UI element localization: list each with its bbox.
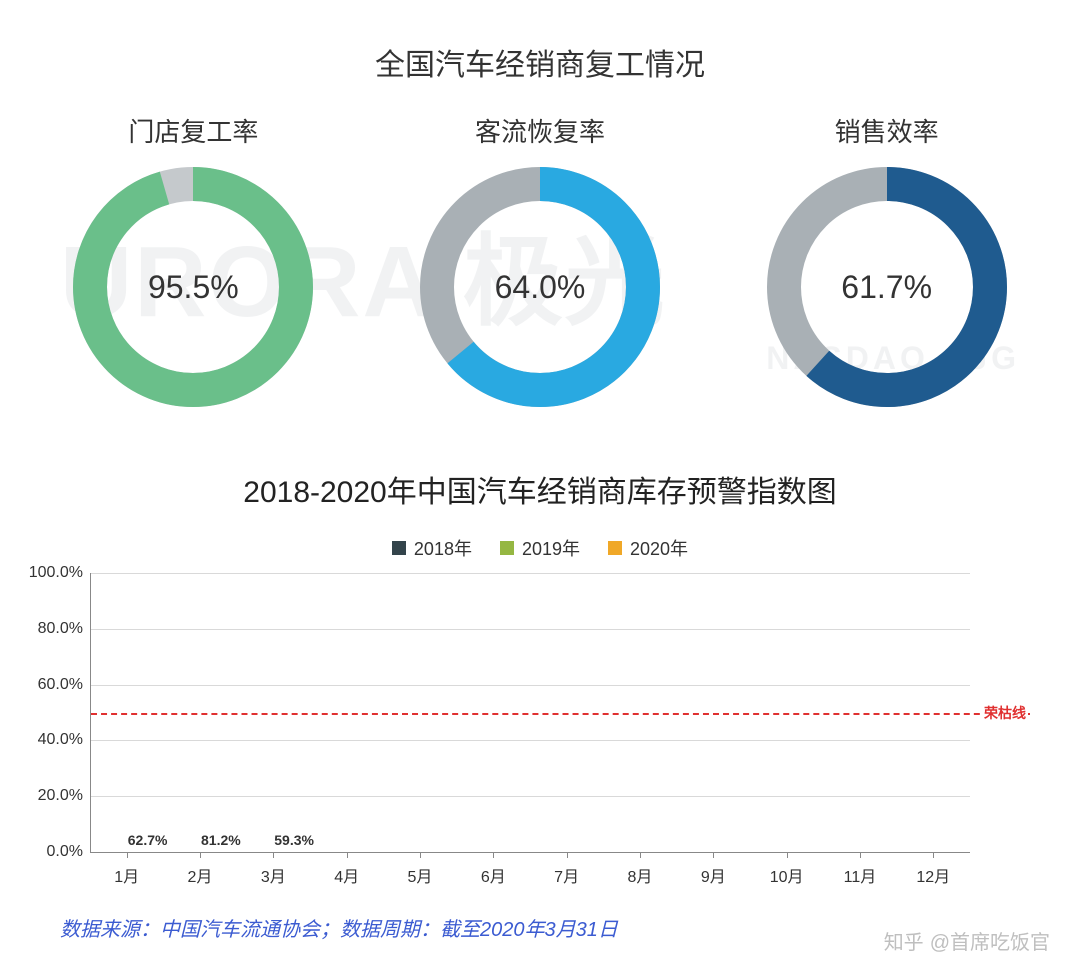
donut-1: 客流恢复率 64.0%	[377, 112, 704, 407]
legend-label: 2018年	[414, 535, 472, 561]
donut-ring: 64.0%	[420, 167, 660, 407]
donut-label: 门店复工率	[30, 112, 357, 149]
x-tick	[787, 852, 788, 858]
legend-label: 2020年	[630, 535, 688, 561]
y-tick-label: 20.0%	[38, 787, 91, 805]
legend-item: 2020年	[608, 535, 688, 561]
x-tick-label: 2月	[163, 853, 236, 893]
x-tick-label: 11月	[823, 853, 896, 893]
x-tick-label: 4月	[310, 853, 383, 893]
donut-value: 95.5%	[73, 167, 313, 407]
donut-label: 销售效率	[723, 112, 1050, 149]
x-tick-label: 1月	[90, 853, 163, 893]
x-tick-label: 6月	[457, 853, 530, 893]
y-tick-label: 60.0%	[38, 676, 91, 694]
donut-label: 客流恢复率	[377, 112, 704, 149]
bar-value-label: 59.3%	[274, 832, 314, 848]
x-tick	[200, 852, 201, 858]
legend-swatch	[500, 541, 514, 555]
legend-item: 2019年	[500, 535, 580, 561]
legend-label: 2019年	[522, 535, 580, 561]
legend-item: 2018年	[392, 535, 472, 561]
donut-ring: 95.5%	[73, 167, 313, 407]
y-tick-label: 0.0%	[47, 843, 91, 861]
y-tick-label: 80.0%	[38, 620, 91, 638]
donut-0: 门店复工率 95.5%	[30, 112, 357, 407]
donut-2: 销售效率 61.7%	[723, 112, 1050, 407]
donut-row: 门店复工率 95.5% 客流恢复率 64.0% 销售效率 61.7%	[30, 112, 1050, 407]
legend-swatch	[608, 541, 622, 555]
x-tick	[493, 852, 494, 858]
legend-swatch	[392, 541, 406, 555]
donut-value: 61.7%	[767, 167, 1007, 407]
bar-value-label: 62.7%	[128, 832, 168, 848]
donut-value: 64.0%	[420, 167, 660, 407]
x-tick	[347, 852, 348, 858]
x-tick	[420, 852, 421, 858]
x-tick-label: 3月	[237, 853, 310, 893]
x-tick	[273, 852, 274, 858]
y-tick-label: 100.0%	[29, 564, 91, 582]
x-tick-label: 9月	[677, 853, 750, 893]
reference-line-label: 荣枯线	[982, 702, 1028, 724]
x-tick-label: 8月	[603, 853, 676, 893]
donut-ring: 61.7%	[767, 167, 1007, 407]
x-tick	[567, 852, 568, 858]
x-tick-label: 7月	[530, 853, 603, 893]
x-tick	[640, 852, 641, 858]
x-tick	[127, 852, 128, 858]
data-source: 数据来源：中国汽车流通协会；数据周期：截至2020年3月31日	[30, 893, 1050, 942]
x-tick-label: 12月	[897, 853, 970, 893]
x-tick	[713, 852, 714, 858]
bar-groups: 62.7% 81.2% 59.3%	[91, 573, 970, 852]
section1-title: 全国汽车经销商复工情况	[30, 40, 1050, 84]
bar-chart: 0.0%20.0%40.0%60.0%80.0%100.0%荣枯线62.7%81…	[90, 573, 1030, 893]
section2-title: 2018-2020年中国汽车经销商库存预警指数图	[30, 467, 1050, 511]
x-tick	[933, 852, 934, 858]
y-tick-label: 40.0%	[38, 731, 91, 749]
x-tick-label: 10月	[750, 853, 823, 893]
bar-legend: 2018年 2019年 2020年	[30, 535, 1050, 561]
bar-value-label: 81.2%	[201, 832, 241, 848]
x-tick-label: 5月	[383, 853, 456, 893]
x-tick	[860, 852, 861, 858]
